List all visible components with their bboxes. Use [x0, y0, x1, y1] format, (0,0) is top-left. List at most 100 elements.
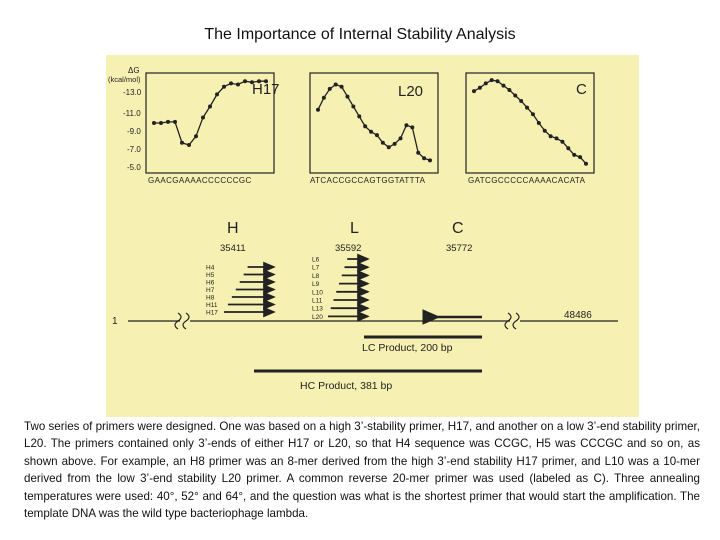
data-point — [166, 119, 170, 124]
y-tick: -5.0 — [127, 163, 141, 172]
data-point — [507, 88, 512, 92]
data-point — [525, 105, 530, 110]
data-point — [472, 89, 476, 94]
template-end: 48486 — [564, 310, 592, 321]
template-start: 1 — [112, 316, 118, 327]
data-point — [416, 150, 421, 155]
lc-product-label: LC Product, 200 bp — [362, 342, 453, 354]
data-point — [351, 104, 356, 109]
data-point — [548, 134, 553, 139]
data-point — [422, 156, 427, 161]
primer-label: L8 — [312, 273, 320, 280]
data-point — [578, 155, 583, 160]
primer-label: H5 — [206, 272, 215, 279]
y-tick: -9.0 — [127, 127, 141, 136]
data-point — [180, 140, 184, 145]
break-mark-left-b — [182, 312, 190, 330]
position-h: 35411 — [220, 243, 246, 254]
primer-label: H11 — [206, 302, 218, 309]
data-point — [236, 82, 240, 87]
position-l: 35592 — [335, 243, 361, 254]
data-point — [489, 78, 494, 83]
data-point — [542, 128, 547, 133]
data-point — [513, 93, 518, 98]
primer-label: L9 — [312, 281, 320, 288]
group-label-h: H — [227, 220, 239, 237]
data-point — [380, 140, 385, 145]
data-point — [560, 139, 565, 144]
y-tick: -7.0 — [127, 145, 141, 154]
y-tick: -11.0 — [123, 109, 141, 118]
primer-label: L7 — [312, 265, 320, 272]
sequence-h17: GAACGAAAACCCCCCGC — [148, 176, 252, 185]
primer-label: H6 — [206, 280, 215, 287]
panel-l20-frame — [309, 72, 439, 174]
sequence-c: GATCGCCCCCAAAACACATA — [468, 176, 586, 185]
sequence-l20: ATCACCGCCAGTGGTATTTA — [310, 176, 426, 185]
data-point — [428, 158, 432, 163]
group-label-c: C — [452, 220, 464, 237]
primer-label: L11 — [312, 298, 323, 305]
y-label-units: (kcal/mol) — [108, 75, 141, 84]
panel-label-h17: H17 — [252, 81, 280, 98]
data-point — [410, 125, 415, 130]
stability-figure: ΔG (kcal/mol) -13.0 -11.0 -9.0 -7.0 -5.0… — [106, 55, 639, 417]
y-tick: -13.0 — [123, 88, 142, 97]
data-point — [345, 94, 350, 99]
data-point — [566, 146, 571, 151]
data-point — [386, 145, 391, 150]
data-point — [363, 124, 368, 129]
data-point — [369, 129, 374, 134]
series-line-h17 — [154, 80, 266, 146]
data-point — [243, 79, 247, 84]
panel-h17-frame — [145, 72, 275, 174]
panel-label-c: C — [576, 81, 587, 98]
data-point — [327, 86, 332, 91]
primer-label: L13 — [312, 306, 323, 313]
group-label-l: L — [350, 220, 359, 237]
data-point — [495, 79, 500, 84]
data-point — [215, 92, 219, 97]
data-point — [357, 114, 362, 119]
data-point — [208, 104, 212, 109]
data-point — [519, 99, 524, 103]
figure-canvas: ΔG (kcal/mol) -13.0 -11.0 -9.0 -7.0 -5.0… — [108, 66, 618, 392]
data-point — [321, 95, 326, 100]
data-point — [477, 85, 482, 90]
data-point — [374, 133, 379, 138]
primer-label: H4 — [206, 265, 215, 272]
break-mark-left-a — [174, 312, 182, 330]
data-point — [152, 121, 156, 125]
break-mark-right-b — [512, 312, 520, 330]
data-point — [264, 79, 268, 84]
panel-c-frame — [465, 72, 595, 174]
data-point — [536, 121, 541, 125]
data-point — [173, 119, 177, 124]
y-label-delta-g: ΔG — [128, 66, 140, 75]
data-point — [554, 136, 559, 141]
data-point — [250, 80, 254, 85]
primer-label: H8 — [206, 295, 215, 302]
data-point — [398, 136, 403, 141]
series-line-c — [473, 79, 587, 165]
data-point — [194, 134, 198, 139]
data-point — [584, 161, 588, 166]
data-point — [572, 152, 577, 157]
data-point — [229, 81, 233, 86]
data-point — [222, 84, 226, 89]
primer-label: L6 — [312, 257, 320, 264]
data-point — [404, 123, 409, 128]
data-point — [333, 82, 338, 87]
data-point — [501, 83, 506, 88]
primer-label: H7 — [206, 287, 215, 294]
data-point — [530, 112, 535, 117]
primer-label: L10 — [312, 289, 323, 296]
hc-product-label: HC Product, 381 bp — [300, 380, 392, 392]
data-point — [483, 81, 488, 86]
data-point — [316, 107, 320, 112]
data-point — [339, 84, 344, 89]
primer-label: H17 — [206, 310, 218, 317]
data-point — [201, 115, 205, 120]
stability-plots — [152, 78, 588, 166]
